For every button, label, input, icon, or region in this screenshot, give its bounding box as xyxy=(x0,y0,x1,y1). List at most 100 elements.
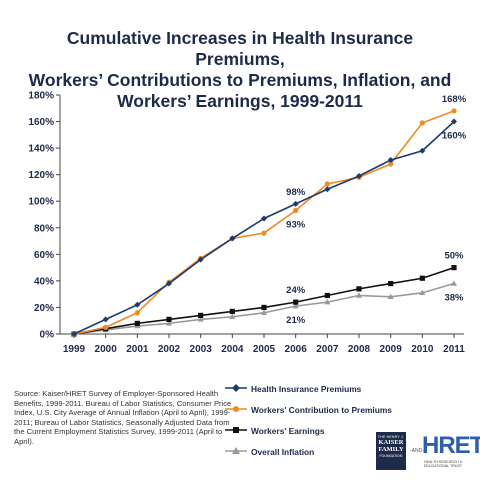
y-tick-label: 180% xyxy=(28,91,54,102)
data-point xyxy=(71,331,77,337)
data-point xyxy=(388,161,394,167)
data-point xyxy=(419,120,425,126)
x-tick-label: 2000 xyxy=(95,344,118,355)
data-label: 168% xyxy=(442,94,467,105)
series-line xyxy=(73,120,455,335)
x-tick-label: 2011 xyxy=(443,344,465,355)
source-note: Source: Kaiser/HRET Survey of Employer-S… xyxy=(14,389,232,446)
data-point xyxy=(419,147,426,154)
data-point xyxy=(229,313,236,319)
series-line xyxy=(73,110,455,335)
hret-logo: HRET xyxy=(422,432,480,459)
legend-swatch-square xyxy=(225,427,247,433)
y-tick-label: 100% xyxy=(28,197,54,208)
data-label: 21% xyxy=(286,315,306,326)
kff-logo: THE HENRY J. KAISER FAMILY FOUNDATION xyxy=(376,432,406,470)
data-point xyxy=(261,230,267,236)
data-point xyxy=(387,293,394,300)
data-label: 38% xyxy=(444,293,464,304)
data-label: 160% xyxy=(442,131,467,142)
y-tick-label: 20% xyxy=(34,303,54,314)
data-point xyxy=(229,308,235,315)
legend-swatch-diamond xyxy=(225,384,247,392)
kff-logo-top: THE HENRY J. xyxy=(377,435,405,439)
x-tick-label: 2004 xyxy=(221,344,244,355)
x-tick-label: 2006 xyxy=(285,344,308,355)
data-point xyxy=(292,200,299,207)
x-tick-label: 2002 xyxy=(158,344,181,355)
chart-title-line-1: Cumulative Increases in Health Insurance… xyxy=(66,28,414,69)
chart-title: Cumulative Increases in Health Insurance… xyxy=(20,28,460,112)
logo-and-text: -AND- xyxy=(410,448,424,454)
legend: Health Insurance Premiums Workers' Contr… xyxy=(225,380,392,464)
data-point xyxy=(261,304,267,311)
x-tick-label: 2008 xyxy=(348,344,371,355)
data-point xyxy=(103,324,109,330)
legend-label: Workers' Contribution to Premiums xyxy=(251,405,392,415)
data-point xyxy=(419,275,425,281)
data-point xyxy=(451,280,457,286)
y-tick-label: 40% xyxy=(34,276,54,287)
x-tick-label: 2010 xyxy=(411,344,434,355)
data-point xyxy=(451,118,457,125)
data-point xyxy=(261,215,267,222)
x-tick-label: 1999 xyxy=(63,344,86,355)
data-label: 24% xyxy=(286,285,306,296)
y-tick-label: 0% xyxy=(40,330,55,341)
legend-item-worker-earnings: Workers' Earnings xyxy=(225,422,385,443)
data-point xyxy=(102,316,109,323)
data-point xyxy=(388,280,394,287)
y-tick-label: 160% xyxy=(28,117,54,128)
chart-title-line-2: Workers’ Contributions to Premiums, Infl… xyxy=(28,70,452,90)
data-point xyxy=(134,301,141,308)
legend-swatch-circle xyxy=(225,406,247,412)
data-point xyxy=(134,310,140,316)
data-point xyxy=(229,235,236,242)
kff-logo-name-2: FAMILY xyxy=(378,446,404,453)
y-tick-label: 120% xyxy=(28,170,54,181)
data-point xyxy=(198,312,204,319)
x-tick-label: 2003 xyxy=(190,344,213,355)
data-point xyxy=(324,186,331,193)
data-point xyxy=(292,302,299,309)
legend-item-worker-contribution: Workers' Contribution to Premiums xyxy=(225,401,392,422)
data-point xyxy=(166,316,172,322)
y-tick-label: 60% xyxy=(34,250,54,261)
data-point xyxy=(356,292,362,298)
data-point xyxy=(324,292,330,299)
data-point xyxy=(197,316,204,322)
legend-item-health-premiums: Health Insurance Premiums xyxy=(225,380,385,401)
y-tick-label: 140% xyxy=(28,144,54,155)
data-point xyxy=(356,172,362,179)
data-point xyxy=(166,320,172,326)
data-point xyxy=(387,157,394,164)
data-label: 98% xyxy=(286,187,306,198)
data-point xyxy=(356,286,362,292)
data-point xyxy=(134,320,140,326)
legend-item-overall-inflation: Overall Inflation xyxy=(225,443,385,464)
data-point xyxy=(324,298,331,305)
legend-label: Health Insurance Premiums xyxy=(251,384,362,394)
hret-logo-subtitle: HEALTH RESEARCH & EDUCATIONAL TRUST xyxy=(424,460,463,469)
data-point xyxy=(261,309,267,315)
legend-swatch-triangle xyxy=(225,447,247,454)
kff-logo-bottom: FOUNDATION xyxy=(379,454,403,458)
data-point xyxy=(197,256,204,263)
data-label: 50% xyxy=(444,251,464,262)
series-line xyxy=(73,266,455,335)
legend-label: Workers' Earnings xyxy=(251,426,325,436)
data-point xyxy=(293,299,299,305)
kff-logo-name-1: KAISER xyxy=(378,439,404,446)
chart-title-line-3: Workers’ Earnings, 1999-2011 xyxy=(117,91,363,111)
y-tick-label: 80% xyxy=(34,223,54,234)
x-tick-label: 2009 xyxy=(380,344,403,355)
logos: THE HENRY J. KAISER FAMILY FOUNDATION -A… xyxy=(376,430,480,474)
data-point xyxy=(451,108,457,114)
legend-label: Overall Inflation xyxy=(251,447,315,457)
data-point xyxy=(166,280,172,287)
data-label: 93% xyxy=(286,220,306,231)
data-point xyxy=(293,207,299,214)
x-tick-label: 2001 xyxy=(126,344,149,355)
